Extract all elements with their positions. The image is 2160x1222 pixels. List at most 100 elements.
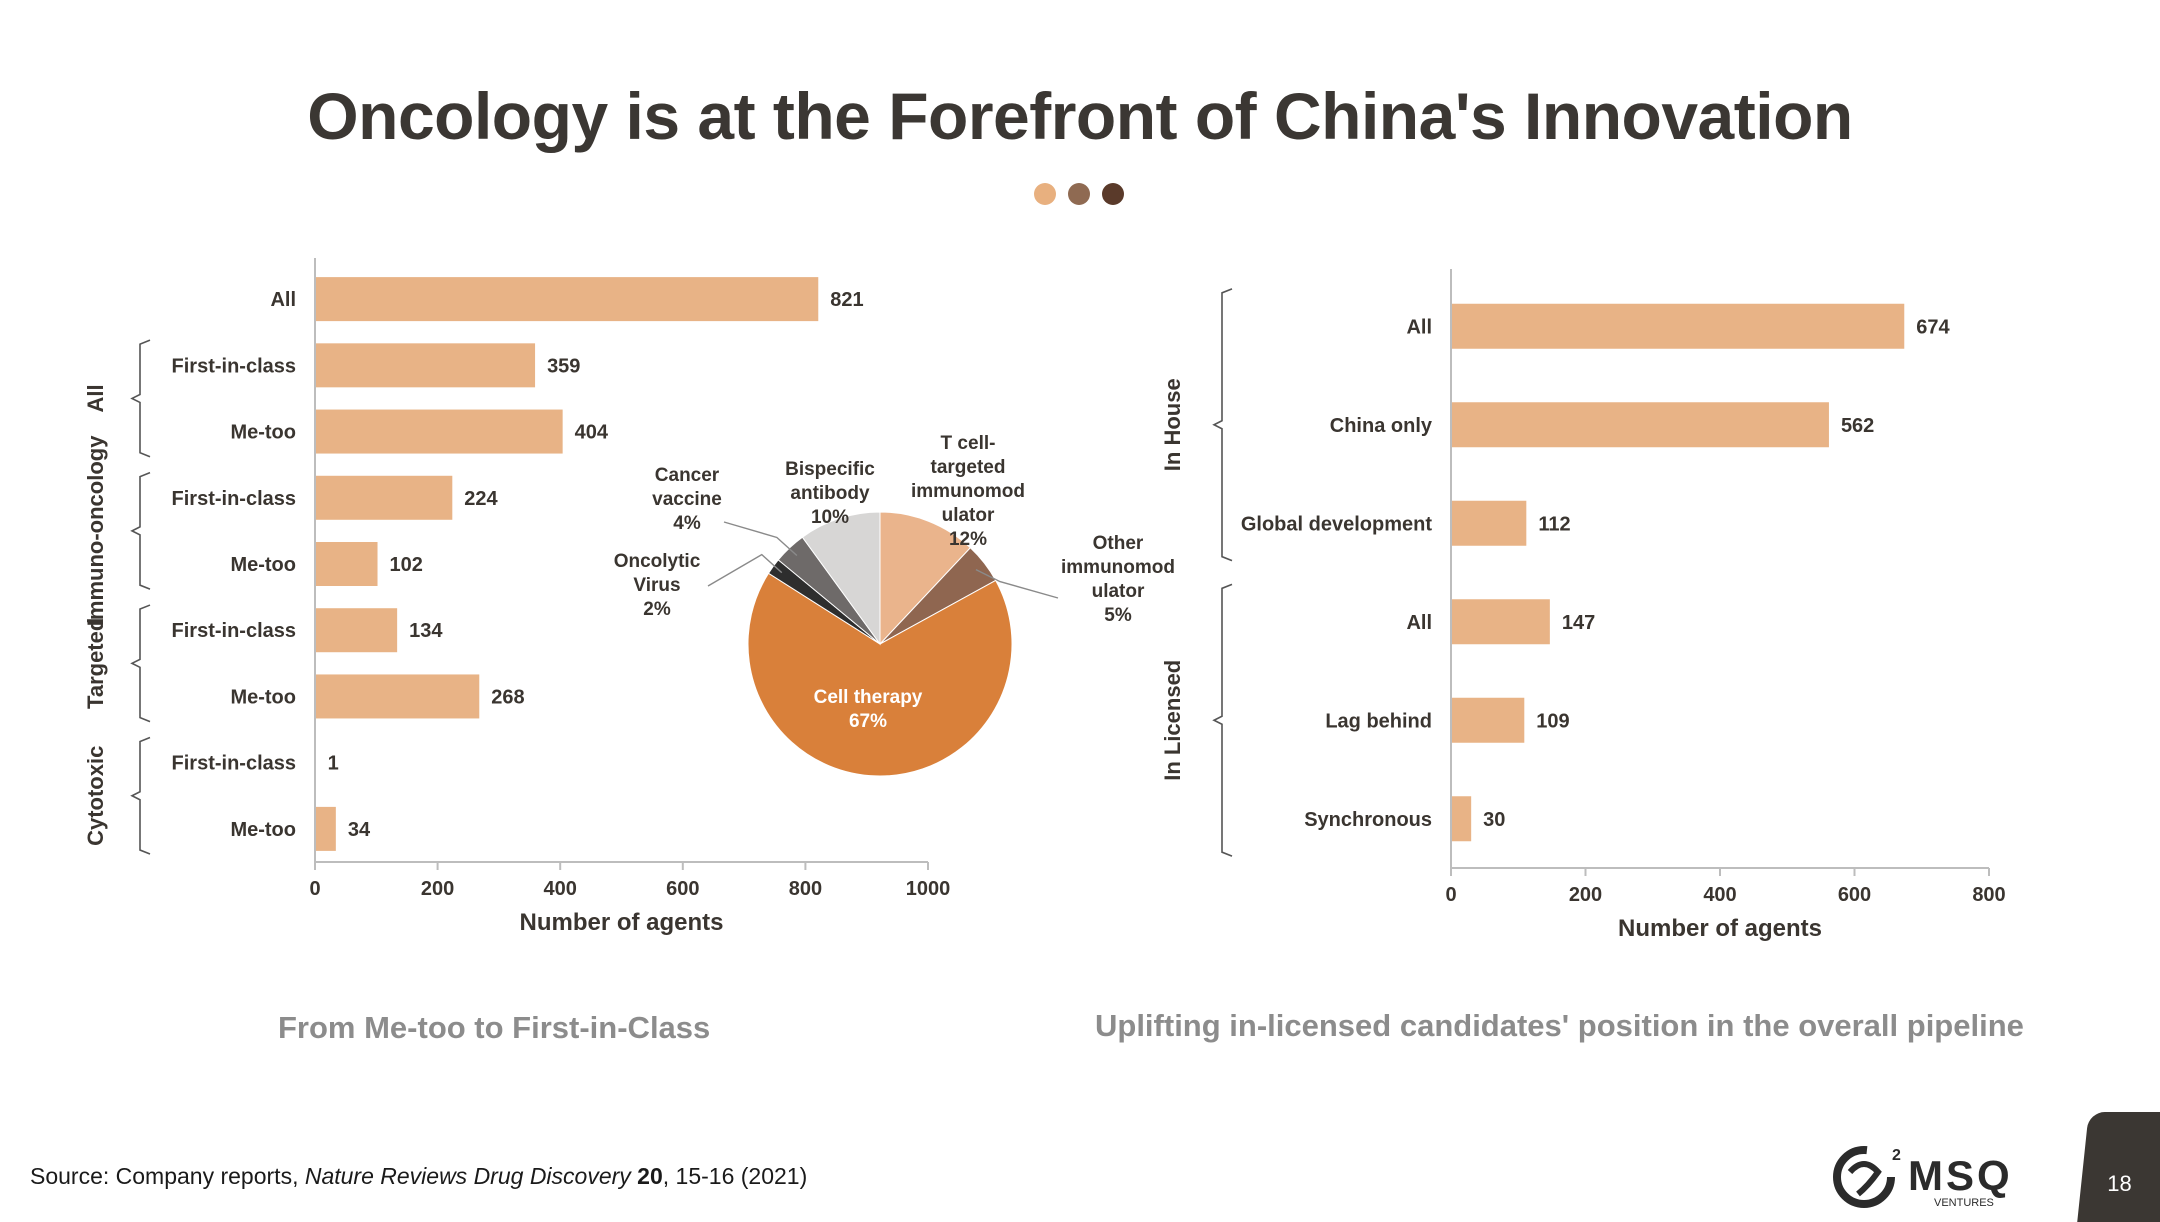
left-value-label: 224 bbox=[464, 488, 498, 510]
left-tick-label: 200 bbox=[421, 878, 454, 900]
left-tick-label: 0 bbox=[309, 878, 320, 900]
pie-leader-line bbox=[723, 521, 798, 556]
left-bar bbox=[316, 277, 819, 322]
right-bar bbox=[1452, 303, 1905, 349]
right-category-label: All bbox=[1406, 612, 1432, 634]
left-bar bbox=[316, 542, 378, 586]
right-category-label: Lag behind bbox=[1325, 710, 1432, 732]
pie-slice-label: Oncolytic bbox=[614, 551, 701, 572]
right-category-label: China only bbox=[1330, 415, 1433, 437]
source-note: Source: Company reports, Nature Reviews … bbox=[30, 1163, 807, 1190]
left-group-bracket bbox=[130, 604, 151, 723]
pie-slice-label: 67% bbox=[849, 711, 887, 732]
right-group-bracket bbox=[1212, 288, 1233, 562]
dot-3 bbox=[1102, 183, 1124, 205]
pie-slice-label: vaccine bbox=[652, 489, 722, 510]
page-number: 18 bbox=[2107, 1171, 2132, 1196]
pie-slice-label: antibody bbox=[790, 483, 870, 504]
left-tick-label: 600 bbox=[666, 878, 699, 900]
pie-slice bbox=[747, 572, 1013, 777]
right-value-label: 109 bbox=[1536, 710, 1569, 732]
pie-slice-label: 12% bbox=[949, 529, 987, 550]
source-volume: 20 bbox=[637, 1163, 663, 1189]
right-value-label: 562 bbox=[1841, 415, 1874, 437]
svg-text:2: 2 bbox=[1892, 1147, 1901, 1164]
right-value-label: 147 bbox=[1562, 612, 1595, 634]
right-value-label: 30 bbox=[1483, 809, 1505, 831]
right-tick-label: 0 bbox=[1445, 884, 1456, 906]
pie-slice-label: targeted bbox=[931, 457, 1006, 478]
left-value-label: 404 bbox=[575, 422, 609, 444]
decorative-dots bbox=[1034, 183, 1136, 210]
right-category-label: Global development bbox=[1241, 513, 1432, 535]
left-value-label: 34 bbox=[348, 819, 371, 841]
left-value-label: 1 bbox=[328, 753, 339, 775]
pie-chart: T cell-targeted immunomod ulator 12% Other im… bbox=[614, 433, 1175, 777]
left-category-label: First-in-class bbox=[172, 620, 296, 642]
left-group-bracket bbox=[130, 471, 151, 590]
pie-slice-label: ulator bbox=[1092, 581, 1145, 602]
right-category-label: Synchronous bbox=[1304, 809, 1432, 831]
right-value-label: 112 bbox=[1538, 513, 1570, 535]
pie-leader-line bbox=[975, 568, 1059, 599]
msq-logo-icon: 2 MSQ VENTURES bbox=[1833, 1146, 2010, 1209]
right-tick-label: 600 bbox=[1838, 884, 1871, 906]
pie-slice bbox=[879, 511, 972, 646]
right-bar bbox=[1452, 796, 1472, 842]
right-category-label: All bbox=[1406, 316, 1432, 338]
source-journal: Nature Reviews Drug Discovery bbox=[304, 1163, 631, 1189]
right-chart-caption: Uplifting in-licensed candidates' positi… bbox=[1095, 1008, 2024, 1043]
left-tick-label: 1000 bbox=[906, 878, 951, 900]
right-x-axis-title: Number of agents bbox=[1618, 915, 1822, 942]
pie-slice-label: Other bbox=[1093, 533, 1144, 554]
left-category-label: First-in-class bbox=[172, 753, 296, 775]
left-bar-chart: 0 200 400 600 800 1000 Number of agents All 821 F… bbox=[83, 258, 950, 936]
right-tick-label: 400 bbox=[1703, 884, 1736, 906]
left-category-label: Me-too bbox=[230, 686, 296, 708]
left-bar bbox=[316, 409, 563, 454]
left-group-label: Targeted bbox=[83, 618, 108, 709]
pie-slice-label: 10% bbox=[811, 507, 849, 528]
left-tick-label: 400 bbox=[544, 878, 577, 900]
right-bar-chart: 0 200 400 600 800 Number of agents All 674 China… bbox=[1160, 269, 2006, 942]
pie-slice-label: ulator bbox=[942, 505, 995, 526]
left-group-label: All bbox=[83, 384, 108, 412]
left-value-label: 134 bbox=[409, 620, 443, 642]
right-group-label: In House bbox=[1160, 378, 1185, 471]
left-chart-caption: From Me-too to First-in-Class bbox=[278, 1010, 711, 1045]
left-group-label: Immuno-oncology bbox=[83, 435, 108, 626]
source-prefix: Source: Company reports, bbox=[30, 1163, 305, 1189]
slide-title: Oncology is at the Forefront of China's … bbox=[307, 79, 1853, 153]
right-value-label: 674 bbox=[1916, 316, 1950, 338]
right-tick-label: 800 bbox=[1972, 884, 2005, 906]
left-bar bbox=[316, 806, 336, 851]
right-group-bracket bbox=[1212, 583, 1233, 857]
left-bar bbox=[316, 608, 398, 653]
right-bar bbox=[1452, 500, 1527, 546]
left-category-label: First-in-class bbox=[172, 355, 296, 377]
pie-leader-line bbox=[707, 553, 783, 587]
left-value-label: 102 bbox=[390, 554, 423, 576]
pie-slice-label: Cell therapy bbox=[814, 687, 923, 708]
source-suffix: , 15-16 (2021) bbox=[662, 1163, 808, 1189]
left-group-label: Cytotoxic bbox=[83, 746, 108, 846]
pie-slice-label: Virus bbox=[633, 575, 680, 596]
pie-slice-label: 2% bbox=[643, 599, 671, 620]
dot-1 bbox=[1034, 183, 1056, 205]
left-category-label: First-in-class bbox=[172, 488, 296, 510]
left-value-label: 821 bbox=[830, 289, 863, 311]
left-bar bbox=[316, 475, 453, 520]
pie-slice-label: Cancer bbox=[655, 465, 720, 486]
pie-slice-label: Bispecific bbox=[785, 459, 875, 480]
logo-subtext: VENTURES bbox=[1934, 1197, 1994, 1209]
left-category-label: Me-too bbox=[230, 554, 296, 576]
left-category-label: Me-too bbox=[230, 819, 296, 841]
right-group-label: In Licensed bbox=[1160, 660, 1185, 781]
left-category-label: Me-too bbox=[230, 422, 296, 444]
right-bar bbox=[1452, 697, 1525, 743]
left-group-bracket bbox=[130, 736, 151, 855]
pie-slice-label: T cell- bbox=[941, 433, 996, 454]
msq-logo: 2 MSQ VENTURES bbox=[1828, 1138, 2048, 1215]
left-category-label: All bbox=[270, 289, 296, 311]
